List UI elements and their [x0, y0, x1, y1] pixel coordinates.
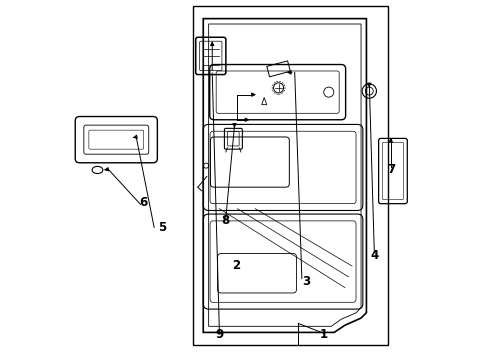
Bar	[192, 6, 387, 345]
Text: 1: 1	[319, 328, 327, 341]
Text: 9: 9	[215, 328, 223, 341]
Text: 5: 5	[158, 221, 166, 234]
Text: 8: 8	[221, 214, 229, 227]
Text: 3: 3	[302, 275, 309, 288]
Text: 7: 7	[386, 163, 394, 176]
Text: 2: 2	[232, 259, 240, 272]
Text: 6: 6	[139, 196, 147, 209]
Text: 4: 4	[369, 249, 378, 262]
